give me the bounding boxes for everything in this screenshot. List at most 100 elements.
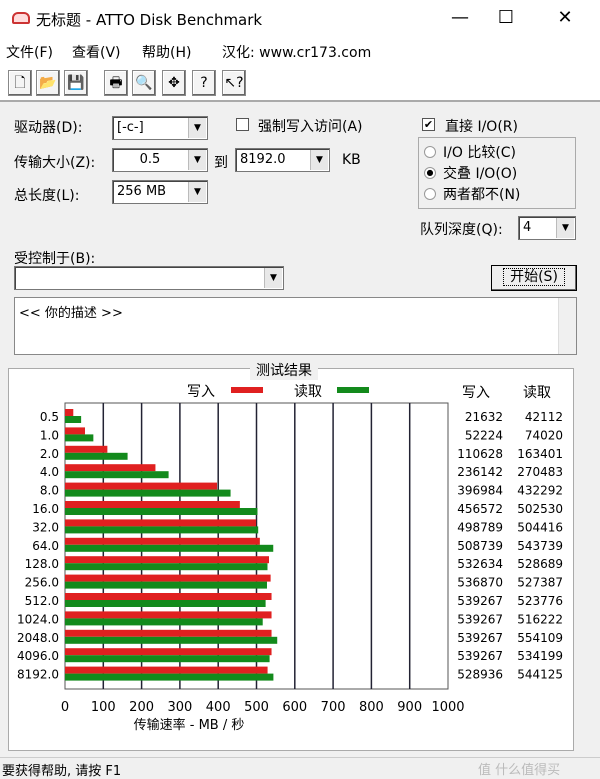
chart-title: 测试结果 [250, 360, 318, 380]
read-bar [65, 618, 263, 626]
x-tick-label: 200 [129, 700, 154, 715]
read-bar [65, 544, 274, 552]
read-bar [65, 508, 258, 515]
transfer-from-value: 0.5 [139, 152, 161, 167]
open-folder-icon[interactable]: 📂 [36, 70, 60, 96]
transfer-to-select[interactable]: 8192.0 ▼ [235, 148, 330, 172]
start-button[interactable]: 开始(S) [491, 265, 577, 291]
chevron-down-icon: ▼ [188, 118, 206, 138]
queue-depth-select[interactable]: 4 ▼ [518, 216, 576, 240]
neither-radio[interactable] [424, 188, 436, 200]
x-tick-label: 800 [359, 700, 384, 715]
total-length-value: 256 MB [117, 184, 167, 199]
write-value: 536870 [457, 576, 503, 590]
direct-io-checkbox[interactable]: ✔ [422, 118, 435, 131]
write-bar [65, 629, 272, 637]
io-compare-radio[interactable] [424, 146, 436, 158]
print-preview-icon[interactable]: 🔍 [132, 70, 156, 96]
category-label: 16.0 [32, 502, 59, 516]
new-file-icon[interactable]: 🗋 [8, 70, 32, 96]
close-button[interactable]: ✕ [557, 7, 573, 28]
queue-depth-label: 队列深度(Q): [420, 222, 503, 238]
x-tick-label: 1000 [431, 700, 464, 715]
help-icon[interactable]: ? [192, 70, 216, 96]
read-value: 527387 [517, 576, 563, 590]
read-bar [65, 416, 82, 423]
write-bar [65, 666, 268, 674]
move-icon[interactable]: ✥ [162, 70, 186, 96]
direct-io-label: 直接 I/O(R) [445, 119, 518, 135]
read-bar [65, 655, 270, 663]
read-value: 528689 [517, 557, 563, 571]
description-textarea[interactable]: << 你的描述 >> [14, 297, 577, 355]
write-bar [65, 409, 74, 416]
write-value: 539267 [457, 649, 503, 663]
write-value: 498789 [457, 520, 503, 534]
read-bar [65, 636, 278, 644]
app-icon [12, 12, 30, 24]
total-length-select[interactable]: 256 MB ▼ [112, 180, 208, 204]
save-icon[interactable]: 💾 [64, 70, 88, 96]
read-value: 504416 [517, 520, 563, 534]
print-icon[interactable]: 🖶 [104, 70, 128, 96]
x-axis-label: 传输速率 - MB / 秒 [134, 717, 245, 733]
chevron-down-icon: ▼ [556, 218, 574, 238]
neither-label: 两者都不(N) [443, 187, 521, 203]
drive-select[interactable]: [-c-] ▼ [112, 116, 208, 140]
write-value: 110628 [457, 447, 503, 461]
menu-view[interactable]: 查看(V) [72, 45, 121, 61]
status-bar: 要获得帮助, 请按 F1 值 什么值得买 [0, 757, 600, 779]
minimize-button[interactable]: — [451, 7, 469, 28]
total-length-label: 总长度(L): [14, 188, 80, 204]
read-value: 74020 [525, 428, 563, 442]
chevron-down-icon: ▼ [310, 150, 328, 170]
read-bar [65, 434, 94, 442]
category-label: 2.0 [40, 447, 59, 461]
menu-bar: 文件(F) 查看(V) 帮助(H) 汉化: www.cr173.com [0, 36, 600, 64]
read-value: 554109 [517, 631, 563, 645]
results-chart: 0 100 200 300 400 500 600 700 800 900 1000 传输速率 - M… [17, 383, 563, 733]
x-tick-label: 300 [167, 700, 192, 715]
read-value: 516222 [517, 612, 563, 626]
overlapped-io-radio[interactable]: ● [424, 167, 436, 179]
category-label: 64.0 [32, 539, 59, 553]
write-bar [65, 556, 269, 564]
force-write-checkbox[interactable] [236, 118, 249, 131]
write-bar [65, 593, 272, 600]
menu-file[interactable]: 文件(F) [6, 45, 53, 61]
write-bar [65, 482, 218, 490]
write-value: 528936 [457, 668, 503, 682]
read-bar [65, 673, 274, 681]
read-value: 502530 [517, 502, 563, 516]
context-help-icon[interactable]: ↖? [222, 70, 246, 96]
transfer-from-select[interactable]: 0.5 ▼ [112, 148, 208, 172]
category-label: 0.5 [40, 410, 59, 424]
write-value: 539267 [457, 631, 503, 645]
menu-localization[interactable]: 汉化: www.cr173.com [222, 45, 372, 61]
write-value: 396984 [457, 484, 503, 498]
category-label: 1024.0 [17, 612, 59, 626]
legend-write-swatch [231, 387, 263, 393]
x-tick-label: 600 [282, 700, 307, 715]
maximize-button[interactable]: ☐ [497, 7, 515, 28]
controlled-by-select[interactable]: ▼ [14, 266, 284, 290]
results-panel: 0 100 200 300 400 500 600 700 800 900 1000 传输速率 - M… [8, 368, 574, 751]
legend-read-label: 读取 [294, 383, 322, 400]
menu-help[interactable]: 帮助(H) [142, 45, 192, 61]
read-bar [65, 452, 128, 460]
read-bar [65, 563, 268, 571]
category-label: 4096.0 [17, 649, 59, 663]
x-tick-label: 500 [244, 700, 269, 715]
force-write-label: 强制写入访问(A) [258, 119, 363, 135]
description-scrollbar[interactable] [558, 298, 576, 354]
x-tick-label: 0 [61, 700, 69, 715]
chevron-down-icon: ▼ [188, 182, 206, 202]
legend-read-swatch [337, 387, 369, 393]
category-label: 8.0 [40, 484, 59, 498]
read-value: 163401 [517, 447, 563, 461]
write-value: 508739 [457, 539, 503, 553]
category-label: 2048.0 [17, 631, 59, 645]
write-bar [65, 445, 108, 453]
description-text: << 你的描述 >> [19, 306, 123, 321]
read-bar [65, 600, 266, 607]
